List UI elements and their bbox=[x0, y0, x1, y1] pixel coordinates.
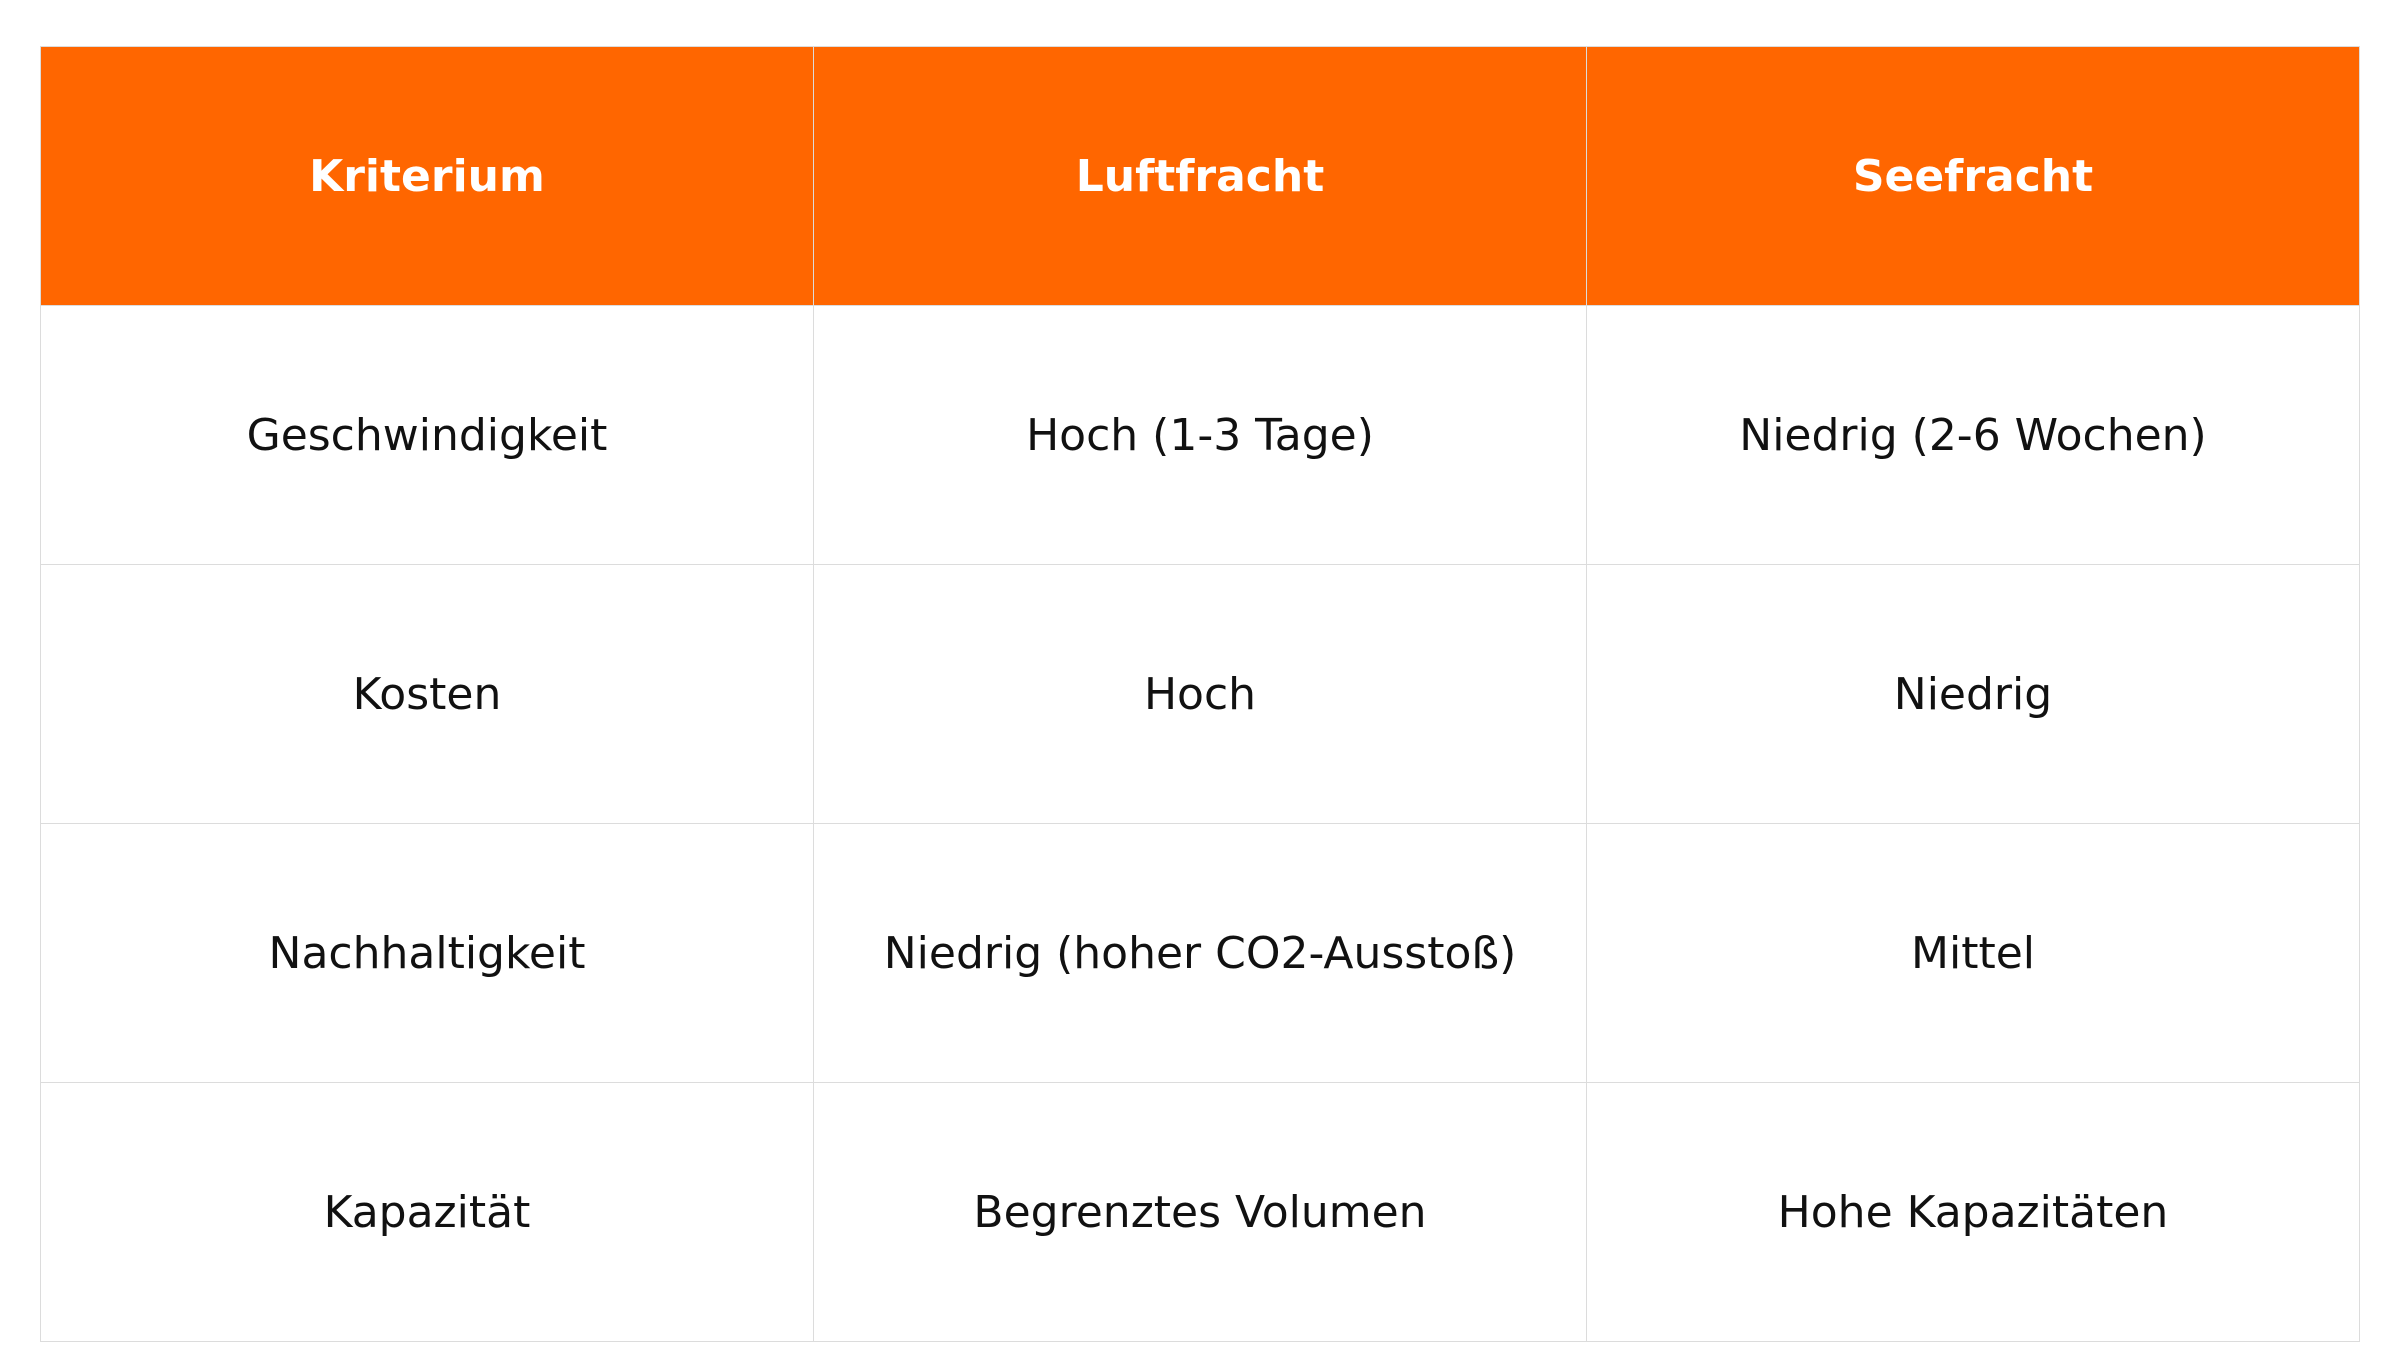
table-row: Kosten Hoch Niedrig bbox=[40, 564, 2360, 824]
cell: Kapazität bbox=[40, 1082, 814, 1342]
cell: Hoch bbox=[813, 564, 1587, 824]
cell: Niedrig (2-6 Wochen) bbox=[1586, 305, 2360, 565]
table-row: Geschwindigkeit Hoch (1-3 Tage) Niedrig … bbox=[40, 305, 2360, 565]
cell: Niedrig (hoher CO2-Ausstoß) bbox=[813, 823, 1587, 1083]
table-row: Nachhaltigkeit Niedrig (hoher CO2-Aussto… bbox=[40, 823, 2360, 1083]
comparison-table: Kriterium Luftfracht Seefracht Geschwind… bbox=[40, 46, 2360, 1342]
cell: Geschwindigkeit bbox=[40, 305, 814, 565]
cell: Hoch (1-3 Tage) bbox=[813, 305, 1587, 565]
header-row: Kriterium Luftfracht Seefracht bbox=[40, 46, 2360, 306]
table-row: Kapazität Begrenztes Volumen Hohe Kapazi… bbox=[40, 1082, 2360, 1342]
header-kriterium: Kriterium bbox=[40, 46, 814, 306]
cell: Hohe Kapazitäten bbox=[1586, 1082, 2360, 1342]
cell: Nachhaltigkeit bbox=[40, 823, 814, 1083]
cell: Mittel bbox=[1586, 823, 2360, 1083]
header-seefracht: Seefracht bbox=[1586, 46, 2360, 306]
cell: Niedrig bbox=[1586, 564, 2360, 824]
header-luftfracht: Luftfracht bbox=[813, 46, 1587, 306]
cell: Kosten bbox=[40, 564, 814, 824]
cell: Begrenztes Volumen bbox=[813, 1082, 1587, 1342]
